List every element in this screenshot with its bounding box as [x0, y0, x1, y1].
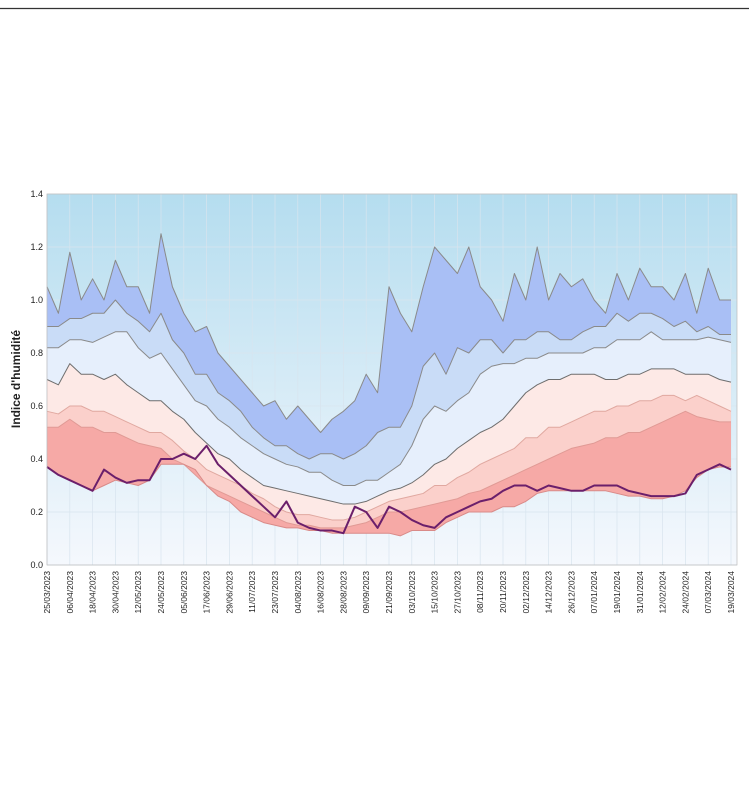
x-tick-label: 04/08/2023 [293, 571, 303, 614]
series-line [47, 299, 731, 460]
x-tick-label: 31/01/2024 [635, 571, 645, 614]
x-tick-label: 09/09/2023 [361, 571, 371, 614]
y-tick-label: 0.8 [30, 348, 43, 358]
band [47, 233, 731, 459]
x-tick-label: 12/02/2024 [658, 571, 668, 614]
x-tick-label: 19/01/2024 [612, 571, 622, 614]
x-tick-label: 29/06/2023 [224, 571, 234, 614]
x-tick-label: 14/12/2023 [544, 571, 554, 614]
x-tick-label: 02/12/2023 [521, 571, 531, 614]
y-tick-label: 0.6 [30, 401, 43, 411]
x-tick-label: 23/07/2023 [270, 571, 280, 614]
y-axis-label: Indice d'humidité [9, 330, 23, 429]
y-tick-label: 1.0 [30, 295, 43, 305]
series-line [47, 410, 731, 529]
x-tick-label: 06/04/2023 [65, 571, 75, 614]
y-tick-label: 1.2 [30, 242, 43, 252]
series-line [46, 444, 732, 535]
x-tick-label: 03/10/2023 [407, 571, 417, 614]
x-tick-label: 24/05/2023 [156, 571, 166, 614]
x-tick-label: 30/04/2023 [110, 571, 120, 614]
band [47, 411, 731, 536]
x-tick-label: 16/08/2023 [316, 571, 326, 614]
series-line [46, 394, 732, 521]
series-line [46, 233, 731, 433]
series-line [47, 331, 732, 486]
series-line [46, 463, 731, 537]
band [47, 300, 731, 486]
x-tick-label: 20/11/2023 [498, 571, 508, 613]
x-tick-label: 19/03/2024 [726, 571, 736, 614]
band [47, 331, 731, 505]
band [47, 363, 731, 520]
x-tick-label: 25/03/2023 [42, 571, 52, 614]
x-tick-label: 28/08/2023 [338, 571, 348, 614]
x-tick-label: 05/06/2023 [179, 571, 189, 614]
x-tick-label: 07/01/2024 [589, 571, 599, 614]
series-line [46, 363, 732, 505]
x-tick-label: 07/03/2024 [703, 571, 713, 614]
x-tick-label: 18/04/2023 [88, 571, 98, 614]
band [47, 395, 731, 528]
x-tick-label: 21/09/2023 [384, 571, 394, 614]
y-tick-label: 0.4 [30, 454, 43, 464]
y-tick-label: 0.2 [30, 507, 43, 517]
x-tick-label: 08/11/2023 [475, 571, 485, 613]
plot-border [46, 193, 738, 566]
x-tick-label: 17/06/2023 [202, 571, 212, 614]
x-tick-label: 12/05/2023 [133, 571, 143, 614]
y-tick-label: 0.0 [30, 560, 43, 570]
x-tick-label: 11/07/2023 [247, 571, 257, 613]
x-tick-label: 15/10/2023 [430, 571, 440, 614]
y-tick-label: 1.4 [30, 189, 43, 199]
x-tick-label: 24/02/2024 [680, 571, 690, 614]
x-tick-label: 26/12/2023 [566, 571, 576, 614]
x-tick-label: 27/10/2023 [452, 571, 462, 614]
